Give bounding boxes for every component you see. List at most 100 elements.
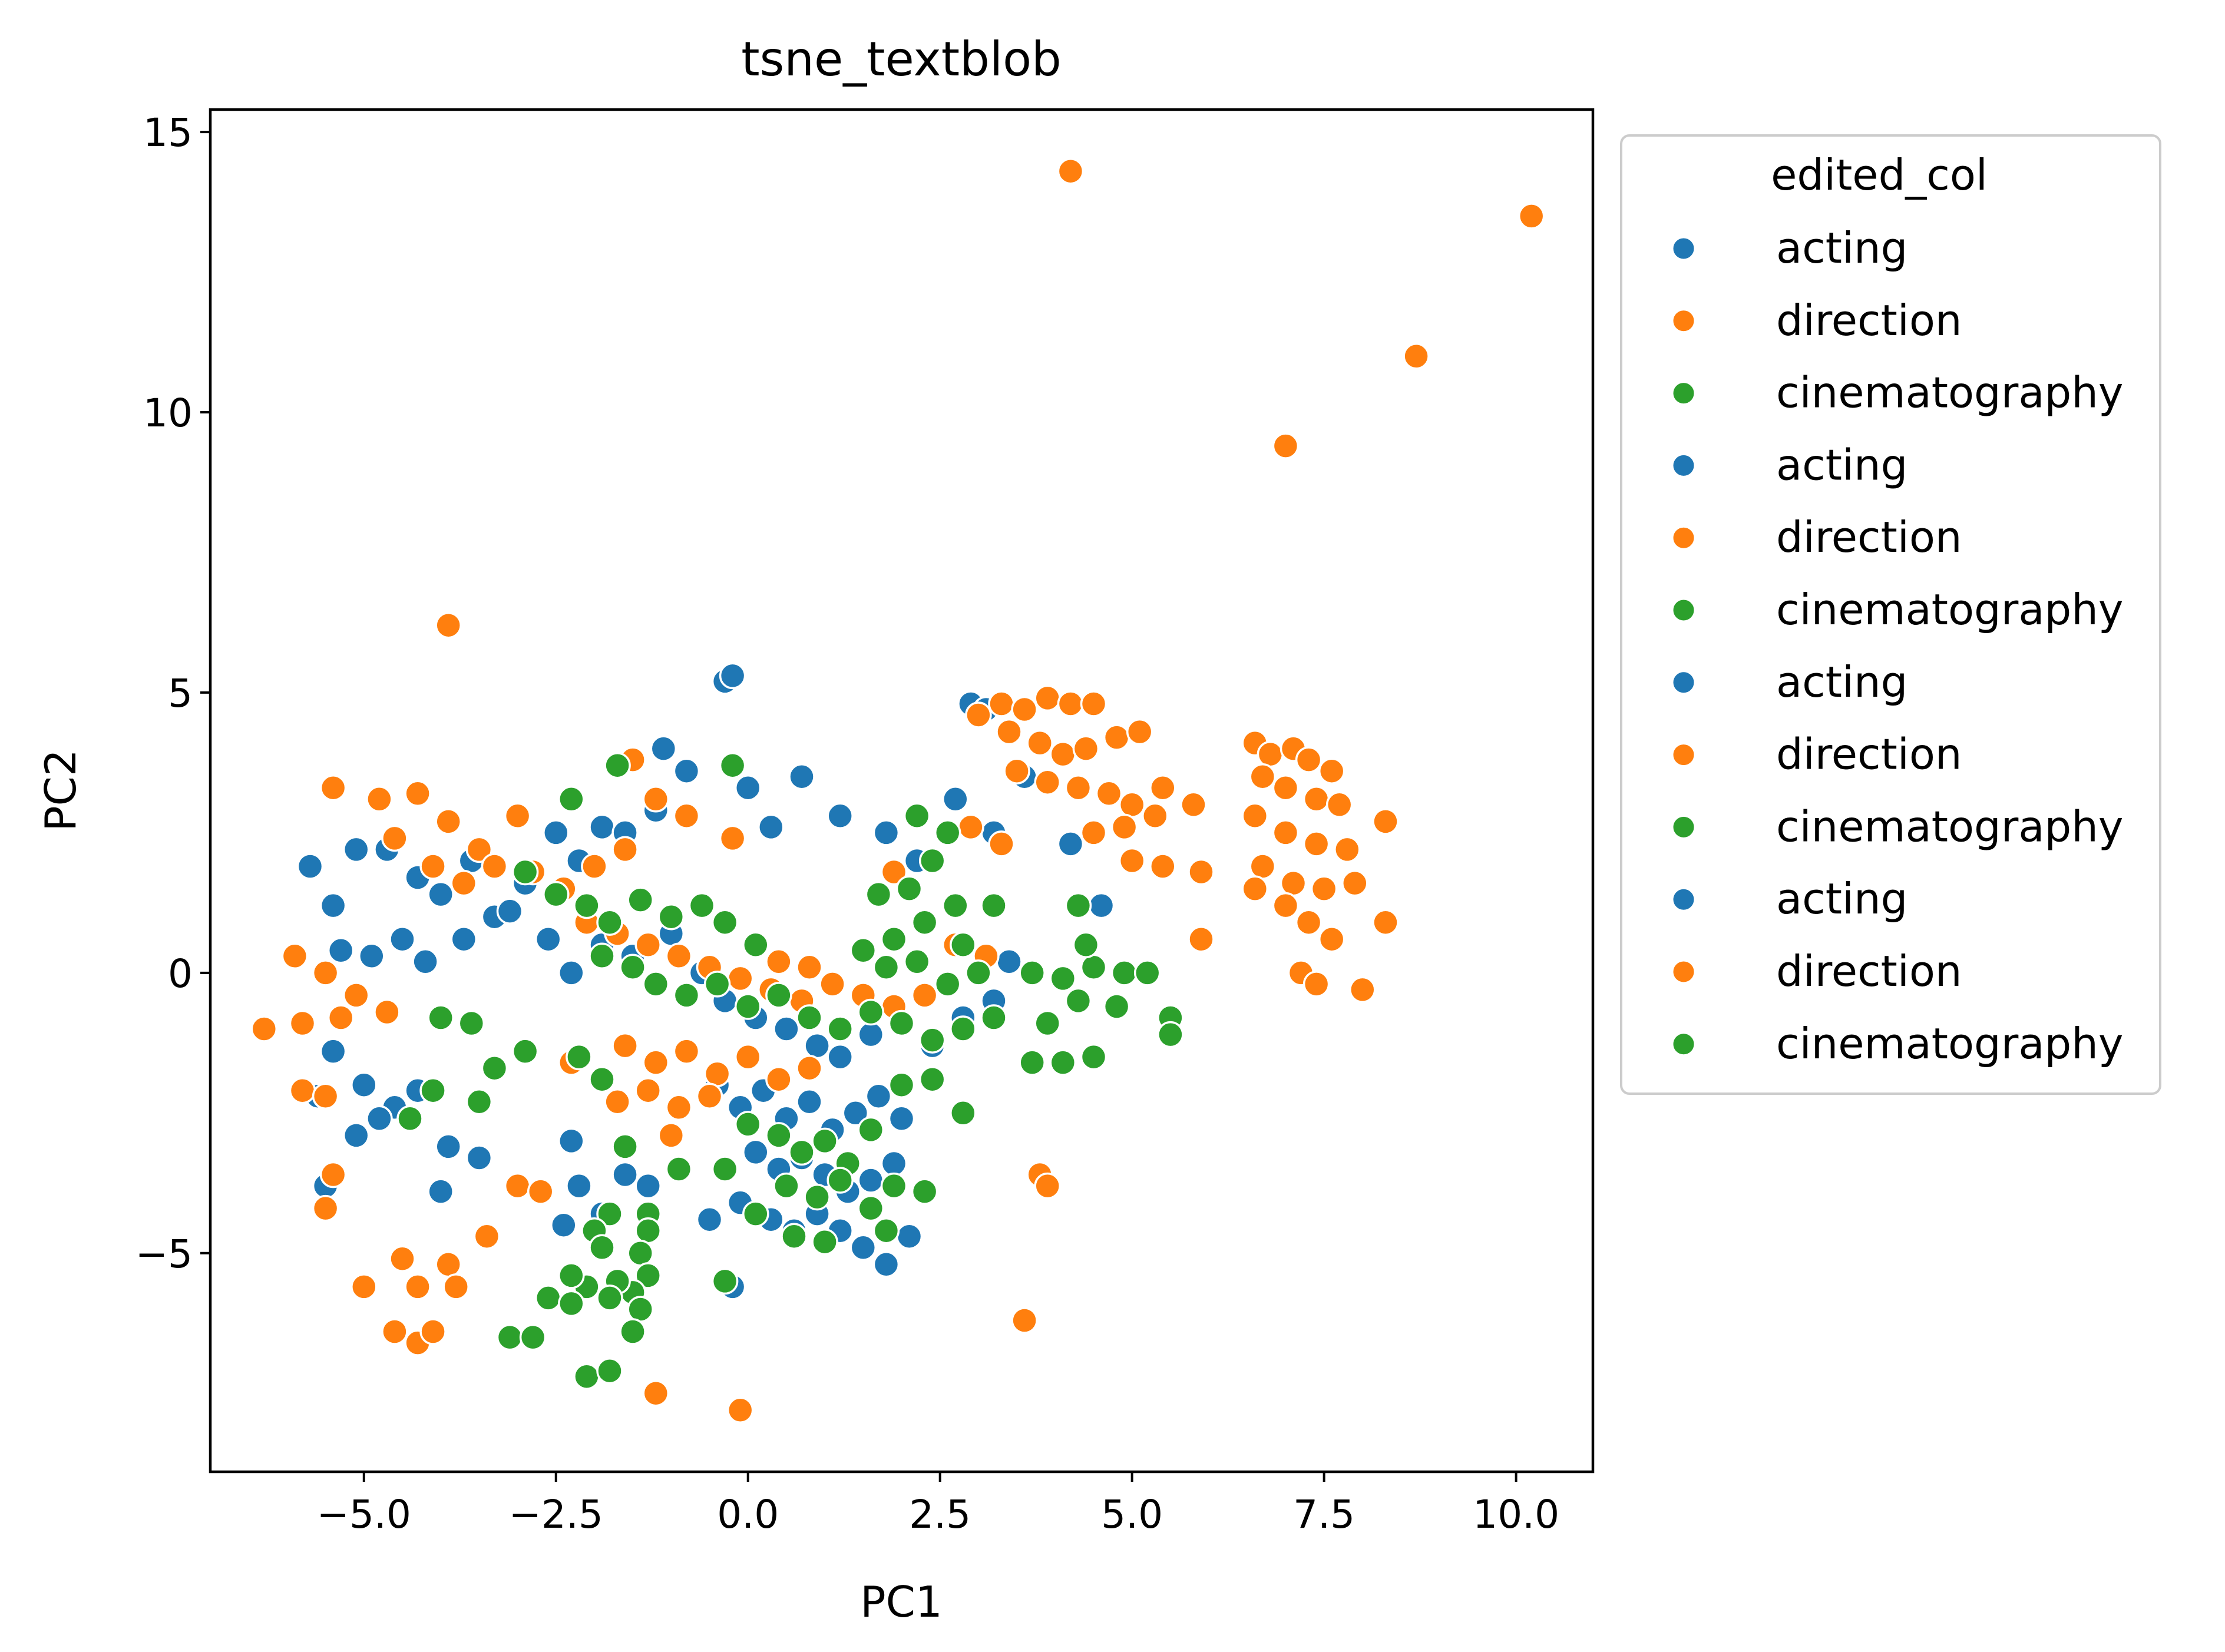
point-direction-57 xyxy=(1302,971,1330,998)
point-cinematography-54 xyxy=(980,892,1007,919)
point-direction-87 xyxy=(665,942,693,970)
point-cinematography-30 xyxy=(849,937,877,964)
point-direction-124 xyxy=(527,1178,554,1205)
point-direction-23 xyxy=(1180,791,1207,819)
point-acting-28 xyxy=(1087,892,1115,919)
point-acting-14 xyxy=(650,735,677,762)
point-acting-71 xyxy=(842,1100,869,1127)
legend: edited_col acting direction cinematography… xyxy=(1620,134,2161,1095)
point-direction-99 xyxy=(642,1049,670,1076)
point-cinematography-37 xyxy=(903,802,931,830)
point-direction-97 xyxy=(796,954,823,981)
point-direction-86 xyxy=(634,931,662,959)
point-cinematography-78 xyxy=(857,1194,885,1222)
point-cinematography-1 xyxy=(719,751,746,779)
point-acting-35 xyxy=(450,925,478,953)
point-cinematography-80 xyxy=(911,1178,938,1205)
point-direction-96 xyxy=(765,948,792,975)
point-direction-13 xyxy=(1049,740,1077,768)
point-cinematography-46 xyxy=(1103,993,1130,1020)
point-direction-123 xyxy=(504,1172,531,1200)
x-axis-label: PC1 xyxy=(860,1577,943,1627)
x-tick-label: −2.5 xyxy=(509,1492,603,1537)
legend-marker-acting xyxy=(1671,236,1696,261)
point-direction-3 xyxy=(1272,432,1300,459)
point-cinematography-24 xyxy=(950,1015,977,1042)
point-cinematography-15 xyxy=(673,982,700,1009)
point-acting-58 xyxy=(342,1122,370,1149)
point-cinematography-64 xyxy=(566,1043,593,1071)
point-cinematography-83 xyxy=(872,1217,900,1244)
point-acting-91 xyxy=(611,1161,639,1188)
point-direction-104 xyxy=(796,1054,823,1082)
point-direction-109 xyxy=(657,1122,685,1149)
point-cinematography-43 xyxy=(1133,959,1161,986)
point-cinematography-74 xyxy=(857,1116,885,1144)
point-cinematography-75 xyxy=(773,1172,800,1200)
point-cinematography-67 xyxy=(950,1100,977,1127)
legend-label-acting: acting xyxy=(1776,223,1907,273)
point-cinematography-26 xyxy=(872,954,900,981)
point-direction-60 xyxy=(366,786,393,813)
legend-frame xyxy=(1620,134,2161,1095)
point-direction-78 xyxy=(312,959,339,986)
point-cinematography-8 xyxy=(657,903,685,931)
point-direction-120 xyxy=(435,1251,462,1278)
point-direction-36 xyxy=(1295,746,1323,773)
point-direction-47 xyxy=(1249,853,1277,880)
point-cinematography-19 xyxy=(796,1004,823,1031)
point-direction-106 xyxy=(634,1077,662,1104)
point-cinematography-50 xyxy=(1049,1049,1077,1076)
legend-marker-cinematography xyxy=(1671,1032,1696,1057)
point-direction-4 xyxy=(435,611,462,639)
point-cinematography-47 xyxy=(1064,987,1092,1015)
point-acting-17 xyxy=(719,662,746,690)
point-direction-80 xyxy=(373,998,401,1026)
y-axis-label: PC2 xyxy=(36,749,85,832)
point-direction-63 xyxy=(465,836,493,863)
legend-marker-direction xyxy=(1671,959,1696,984)
legend-marker-direction xyxy=(1671,309,1696,333)
point-cinematography-84 xyxy=(742,1200,769,1227)
point-cinematography-77 xyxy=(826,1167,854,1194)
point-direction-102 xyxy=(734,1043,762,1071)
point-direction-51 xyxy=(1241,875,1269,902)
point-direction-58 xyxy=(1349,976,1376,1004)
point-acting-38 xyxy=(558,959,585,986)
point-acting-46 xyxy=(804,1032,831,1060)
point-direction-30 xyxy=(988,830,1015,858)
point-cinematography-55 xyxy=(950,931,977,959)
legend-label-direction: direction xyxy=(1776,296,1962,345)
point-acting-55 xyxy=(351,1071,378,1098)
point-direction-116 xyxy=(404,1273,431,1300)
point-acting-72 xyxy=(865,1082,892,1110)
point-acting-32 xyxy=(358,942,385,970)
point-acting-87 xyxy=(872,1251,900,1278)
point-direction-68 xyxy=(481,853,508,880)
point-direction-81 xyxy=(250,1015,278,1042)
point-cinematography-32 xyxy=(911,909,938,936)
point-cinematography-102 xyxy=(573,1363,600,1390)
point-cinematography-59 xyxy=(511,1038,539,1065)
point-acting-0 xyxy=(296,853,324,880)
point-acting-5 xyxy=(427,880,454,908)
point-cinematography-33 xyxy=(942,892,969,919)
point-direction-27 xyxy=(1118,847,1146,875)
point-direction-29 xyxy=(1188,858,1215,886)
point-direction-64 xyxy=(504,802,531,830)
point-direction-25 xyxy=(1110,813,1138,841)
point-direction-22 xyxy=(1149,774,1176,802)
point-acting-33 xyxy=(389,925,416,953)
legend-label-cinematography: cinematography xyxy=(1776,802,2123,851)
legend-marker-cinematography xyxy=(1671,381,1696,406)
point-direction-73 xyxy=(642,786,670,813)
legend-marker-acting xyxy=(1671,670,1696,695)
legend-label-acting: acting xyxy=(1776,657,1907,707)
point-cinematography-31 xyxy=(880,925,908,953)
point-direction-40 xyxy=(1302,786,1330,813)
point-cinematography-76 xyxy=(804,1183,831,1211)
point-cinematography-9 xyxy=(688,892,716,919)
legend-label-cinematography: cinematography xyxy=(1776,368,2123,418)
point-cinematography-70 xyxy=(765,1122,792,1149)
point-cinematography-5 xyxy=(573,892,600,919)
